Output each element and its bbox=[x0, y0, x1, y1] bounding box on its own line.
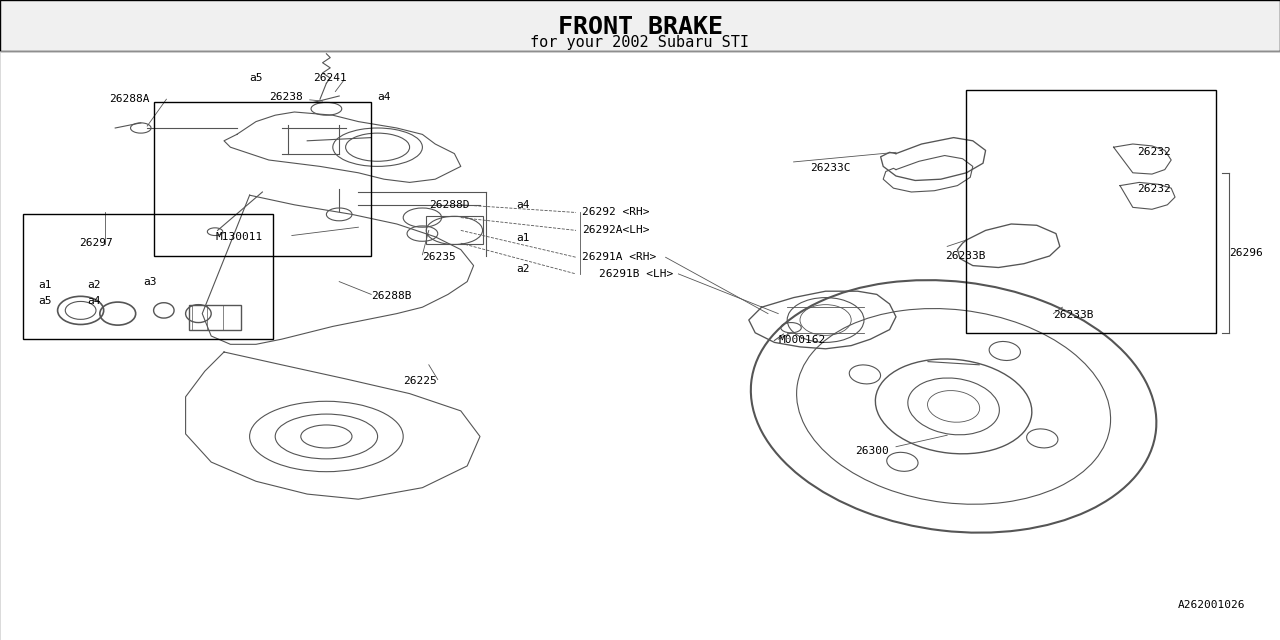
Text: 26241: 26241 bbox=[314, 73, 347, 83]
Text: A262001026: A262001026 bbox=[1178, 600, 1245, 610]
Text: 26288D: 26288D bbox=[429, 200, 470, 210]
Text: 26238: 26238 bbox=[269, 92, 302, 102]
Text: 26291A <RH>: 26291A <RH> bbox=[582, 252, 657, 262]
Text: 26233C: 26233C bbox=[810, 163, 851, 173]
Text: 26297: 26297 bbox=[79, 238, 113, 248]
Text: 26232: 26232 bbox=[1137, 184, 1170, 194]
Text: a4: a4 bbox=[87, 296, 101, 306]
Text: a4: a4 bbox=[378, 92, 392, 102]
Text: a2: a2 bbox=[516, 264, 530, 274]
Text: a5: a5 bbox=[38, 296, 52, 306]
Text: 26291B <LH>: 26291B <LH> bbox=[599, 269, 673, 279]
Text: 26292A<LH>: 26292A<LH> bbox=[582, 225, 650, 236]
Text: M130011: M130011 bbox=[215, 232, 262, 242]
Text: 26232: 26232 bbox=[1137, 147, 1170, 157]
Text: a1: a1 bbox=[38, 280, 52, 290]
Text: 26296: 26296 bbox=[1229, 248, 1262, 258]
Text: for your 2002 Subaru STI: for your 2002 Subaru STI bbox=[530, 35, 750, 51]
Text: a4: a4 bbox=[516, 200, 530, 210]
Text: a5: a5 bbox=[250, 73, 264, 83]
Text: 26233B: 26233B bbox=[1053, 310, 1094, 320]
Bar bbox=[966, 90, 1216, 333]
Text: 26288B: 26288B bbox=[371, 291, 412, 301]
Text: 26300: 26300 bbox=[855, 446, 888, 456]
Bar bbox=[426, 216, 483, 244]
Text: a3: a3 bbox=[143, 276, 157, 287]
Bar bbox=[0, 0, 1280, 51]
Text: 26235: 26235 bbox=[422, 252, 456, 262]
Bar bbox=[23, 214, 273, 339]
Bar bbox=[189, 305, 241, 330]
Bar bbox=[154, 102, 371, 256]
Text: 26292 <RH>: 26292 <RH> bbox=[582, 207, 650, 218]
Text: 26225: 26225 bbox=[403, 376, 436, 386]
Text: 26233B: 26233B bbox=[945, 251, 986, 261]
Text: a1: a1 bbox=[516, 233, 530, 243]
Text: 26288A: 26288A bbox=[109, 94, 150, 104]
Text: FRONT BRAKE: FRONT BRAKE bbox=[558, 15, 722, 39]
Text: a2: a2 bbox=[87, 280, 101, 290]
Text: M000162: M000162 bbox=[778, 335, 826, 346]
